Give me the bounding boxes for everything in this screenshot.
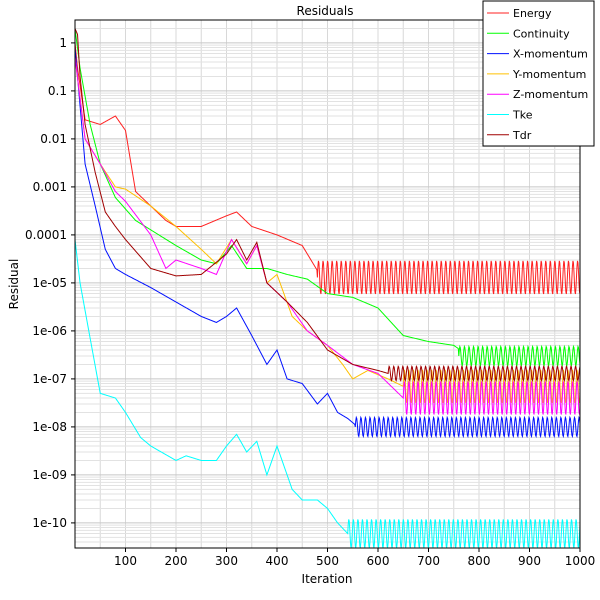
x-tick-label: 600 — [367, 554, 390, 568]
y-tick-label: 1e-06 — [32, 324, 67, 338]
x-tick-label: 100 — [114, 554, 137, 568]
legend-entry: Continuity — [513, 27, 570, 40]
y-tick-label: 1e-10 — [32, 516, 67, 530]
y-tick-label: 0.0001 — [25, 228, 67, 242]
y-tick-label: 0.1 — [48, 84, 67, 98]
y-tick-label: 0.01 — [40, 132, 67, 146]
x-tick-label: 1000 — [565, 554, 596, 568]
y-tick-label: 1 — [59, 36, 67, 50]
series-line-tdr — [74, 28, 581, 382]
legend-entry: Energy — [513, 7, 552, 20]
y-tick-label: 1e-09 — [32, 468, 67, 482]
legend-entry: Y-momentum — [512, 68, 586, 81]
y-tick-label: 0.001 — [33, 180, 67, 194]
series-line-z-momentum — [74, 57, 581, 415]
series-lines — [74, 28, 581, 548]
legend: Energy Continuity X-momentum Y-momentum Z-mo… — [482, 0, 595, 147]
x-tick-label: 200 — [165, 554, 188, 568]
x-axis-label: Iteration — [302, 572, 353, 586]
x-tick-label: 500 — [316, 554, 339, 568]
y-ticks: 1 0.1 0.01 0.001 0.0001 1e-05 1e-06 1e-07 1e-08 1… — [25, 36, 75, 530]
legend-entry: Tdr — [512, 129, 532, 142]
series-line-energy — [74, 42, 581, 295]
series-line-continuity — [74, 28, 581, 368]
x-tick-label: 700 — [417, 554, 440, 568]
y-tick-label: 1e-08 — [32, 420, 67, 434]
legend-entry: Tke — [512, 109, 533, 122]
y-tick-label: 1e-05 — [32, 276, 67, 290]
x-tick-label: 300 — [215, 554, 238, 568]
x-tick-label: 900 — [518, 554, 541, 568]
legend-entry: Z-momentum — [513, 88, 588, 101]
x-tick-label: 400 — [266, 554, 289, 568]
x-ticks: 100 200 300 400 500 600 700 800 900 1000 — [114, 548, 595, 568]
series-line-x-momentum — [74, 47, 581, 439]
legend-entry: X-momentum — [513, 48, 588, 61]
y-tick-label: 1e-07 — [32, 372, 67, 386]
x-tick-label: 800 — [468, 554, 491, 568]
series-line-tke — [74, 239, 581, 548]
chart-title: Residuals — [297, 4, 354, 18]
y-axis-label: Residual — [7, 259, 21, 310]
